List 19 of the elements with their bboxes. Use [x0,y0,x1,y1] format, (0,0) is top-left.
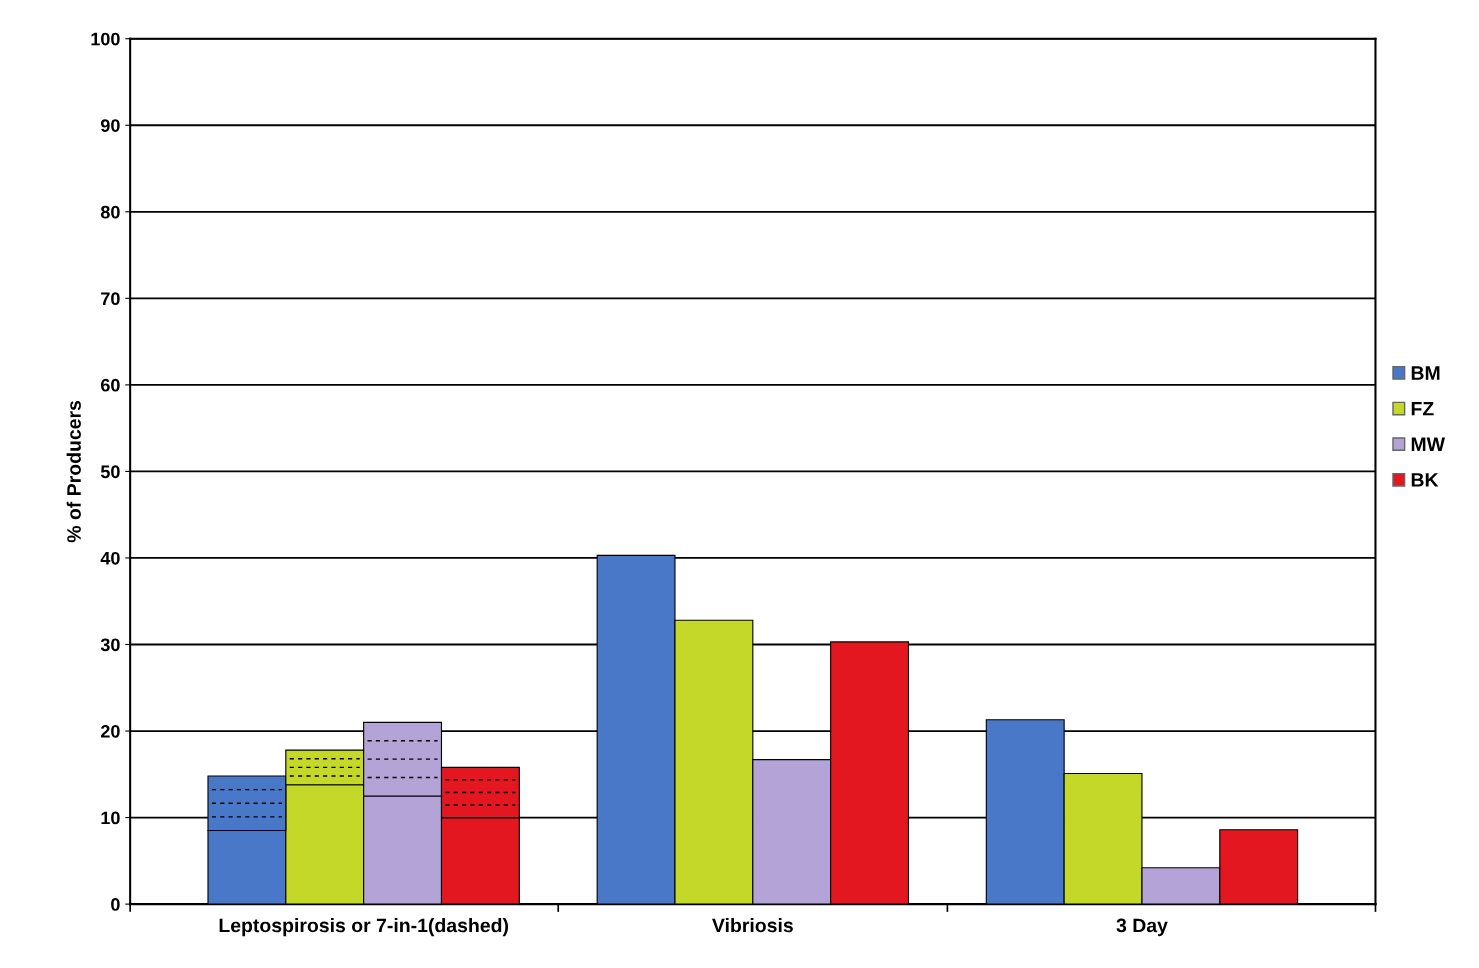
text: 3 Day [1116,918,1168,937]
text: Vibriosis [712,918,793,933]
legend-label: BM [1411,366,1440,380]
y-tick-label: 20 [100,724,120,738]
legend-label: MW [1411,437,1445,451]
y-tick-label: 100 [91,32,120,46]
y-tick-label: 80 [100,205,120,219]
legend-label: BK [1411,473,1439,487]
text: Leptospirosis or 7-in-1(dashed) [219,918,509,937]
y-tick-label: 50 [100,465,120,479]
y-tick-label: 60 [101,378,120,392]
y-tick-label: 10 [101,811,120,825]
y-tick-label: 90 [100,119,120,132]
y-tick-label: 30 [100,638,120,652]
y-tick-label: 70 [101,292,120,306]
y-tick-label: 40 [100,551,120,565]
legend-label: FZ [1411,401,1434,416]
y-axis-title: % of Producers [66,400,81,543]
y-tick-label: 0 [111,898,120,911]
